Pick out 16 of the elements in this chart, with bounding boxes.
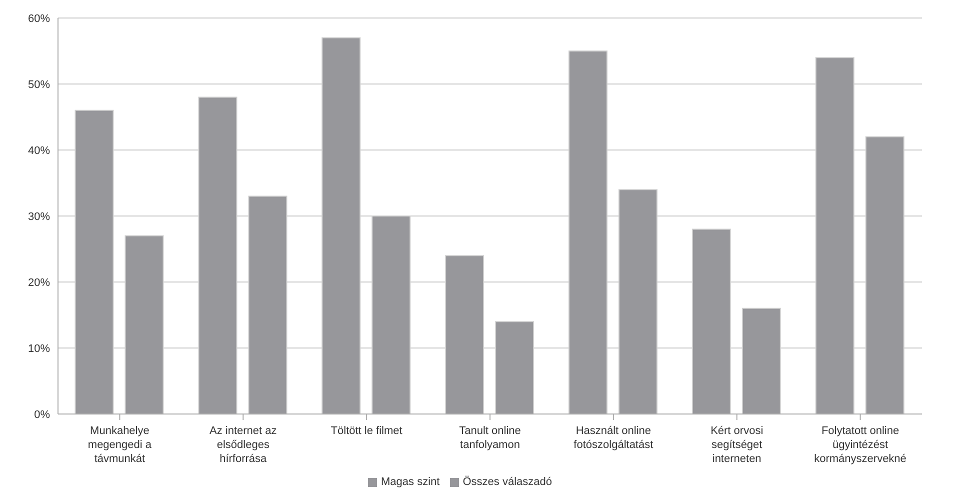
x-tick-label: Folytatott online ügyintézést kormányszervekné	[814, 425, 906, 465]
y-tick-label: 20%	[28, 276, 50, 289]
y-tick-label: 60%	[28, 12, 50, 25]
y-tick-label: 0%	[34, 408, 50, 421]
legend-label: Magas szint	[381, 476, 440, 488]
y-tick-label: 10%	[28, 342, 50, 355]
x-tick-label: Tanult online tanfolyamon	[459, 425, 521, 451]
x-tick-label: Az internet az elsődleges hírforrása	[210, 425, 277, 465]
legend-label: Összes válaszadó	[462, 476, 552, 488]
y-tick-label: 30%	[28, 210, 50, 223]
y-tick-label: 40%	[28, 144, 50, 157]
x-tick-label: Használt online fotószolgáltatást	[574, 425, 654, 451]
y-tick-label: 50%	[28, 78, 50, 91]
x-tick-label: Töltött le filmet	[330, 425, 402, 437]
x-tick-label: Kért orvosi segítséget interneten	[710, 425, 764, 465]
x-tick-label: Munkahelye megengedi a távmunkát	[88, 425, 152, 465]
